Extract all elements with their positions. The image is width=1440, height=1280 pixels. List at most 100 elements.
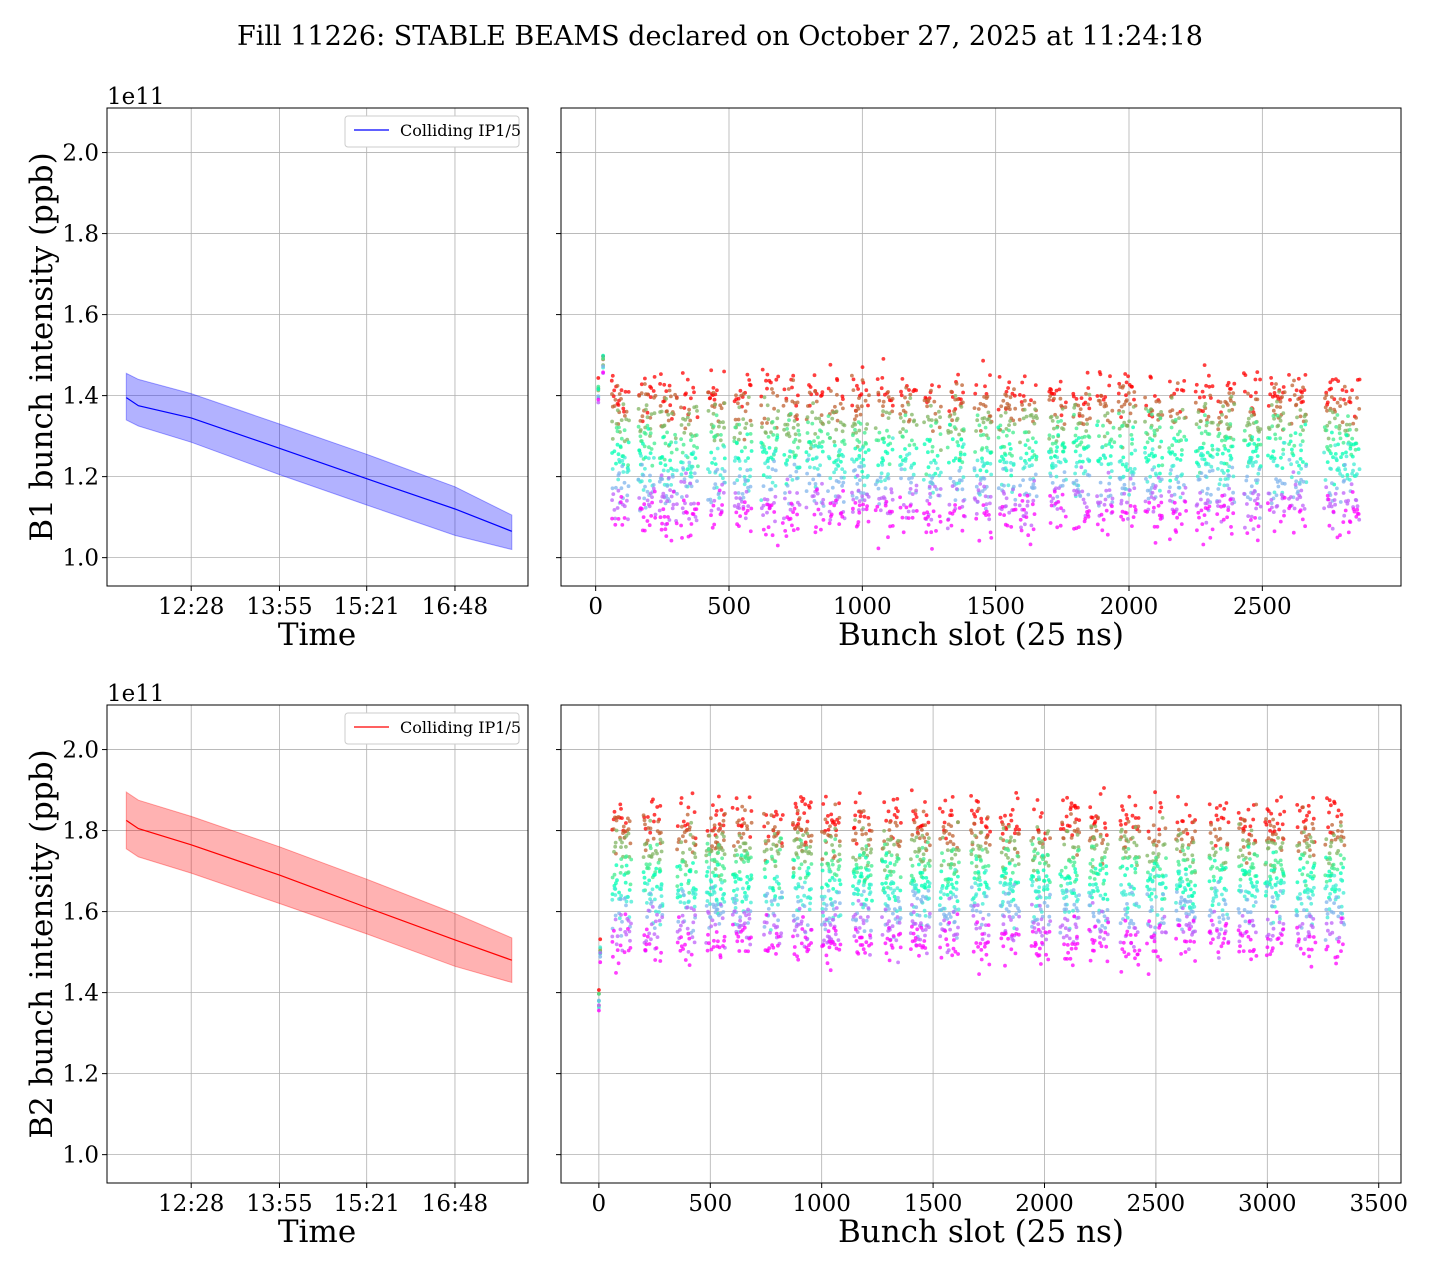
bunch-point	[782, 516, 786, 521]
bunch-point	[1272, 490, 1277, 495]
bunch-point	[1062, 470, 1067, 474]
bunch-point	[1168, 485, 1172, 490]
bunch-point	[1146, 458, 1151, 462]
bunch-point	[927, 896, 931, 901]
bunch-point	[1178, 495, 1183, 500]
bunch-point	[668, 403, 673, 408]
bunch-point	[880, 376, 885, 380]
bunch-point	[641, 515, 646, 519]
bunch-point	[1220, 451, 1225, 456]
bunch-point	[760, 421, 764, 425]
bunch-point	[951, 842, 956, 847]
bunch-point	[616, 815, 621, 819]
bunch-point	[1249, 407, 1253, 411]
bunch-point	[1182, 852, 1187, 857]
bunch-point	[898, 495, 902, 500]
bunch-point	[887, 462, 892, 467]
bunch-point	[1097, 434, 1101, 438]
bunch-point	[713, 482, 718, 486]
bunch-point	[1207, 384, 1212, 389]
bunch-point	[670, 506, 675, 511]
bunch-point	[1076, 805, 1080, 810]
bunch-point	[886, 472, 890, 477]
bunch-point	[645, 498, 650, 503]
bunch-point	[796, 393, 800, 398]
bunch-point	[933, 461, 938, 465]
bunch-point	[1049, 503, 1054, 508]
bunch-point	[622, 873, 627, 877]
bunch-point	[643, 382, 647, 386]
bunch-point	[1333, 491, 1338, 496]
b2-intensity-line	[125, 819, 513, 961]
bunch-point	[1197, 395, 1202, 400]
bunch-point	[1087, 435, 1092, 440]
bunch-point	[1348, 400, 1353, 405]
bunch-point	[709, 450, 714, 455]
bunch-point	[907, 388, 911, 392]
bunch-point	[1354, 416, 1358, 420]
bunch-point	[913, 808, 918, 813]
bunch-point	[642, 528, 647, 533]
b2-y-multiplier: 1e11	[107, 681, 165, 707]
bunch-point	[955, 416, 960, 421]
bunch-point	[695, 445, 699, 450]
bunch-point	[1042, 861, 1047, 866]
bunch-point	[891, 869, 896, 874]
bunch-point	[1043, 837, 1047, 841]
bunch-point	[837, 864, 842, 869]
bunch-point	[1031, 868, 1036, 873]
bunch-point	[1226, 448, 1231, 453]
bunch-point	[1221, 471, 1226, 475]
bunch-point	[947, 409, 952, 413]
bunch-point	[894, 859, 899, 864]
bunch-point	[1130, 835, 1135, 840]
bunch-point	[1033, 407, 1037, 412]
bunch-point	[1309, 870, 1314, 875]
bunch-point	[1123, 873, 1127, 878]
bunch-point	[1246, 514, 1251, 518]
bunch-point	[779, 836, 784, 841]
bunch-point	[866, 448, 871, 452]
bunch-point	[1197, 425, 1202, 430]
bunch-point	[834, 467, 838, 472]
bunch-point	[832, 819, 836, 824]
bunch-point	[1298, 443, 1303, 447]
bunch-point	[660, 521, 664, 526]
bunch-point	[1132, 486, 1137, 491]
bunch-point	[856, 881, 861, 886]
bunch-point	[1119, 514, 1123, 519]
bunch-point	[667, 476, 671, 480]
bunch-point	[1196, 410, 1201, 414]
bunch-point	[1146, 496, 1151, 501]
bunch-point	[1054, 486, 1058, 491]
bunch-point	[612, 872, 617, 877]
bunch-point	[766, 465, 771, 470]
bunch-point	[1341, 440, 1346, 445]
bunch-point	[1304, 841, 1309, 846]
bunch-point	[1191, 840, 1196, 845]
bunch-point	[855, 482, 860, 486]
b2-y-axis-label: B2 bunch intensity (ppb)	[24, 749, 60, 1138]
bunch-point	[988, 373, 992, 377]
bunch-point	[1021, 394, 1026, 398]
bunch-point	[1269, 403, 1274, 407]
bunch-point	[1105, 842, 1110, 847]
bunch-point	[1276, 893, 1281, 898]
bunch-point	[858, 809, 863, 814]
bunch-point	[958, 452, 963, 457]
bunch-point	[884, 818, 889, 823]
bunch-point	[1045, 883, 1050, 888]
bunch-point	[939, 470, 943, 475]
bunch-point	[689, 484, 694, 489]
bunch-point	[795, 916, 800, 921]
bunch-point	[1221, 866, 1225, 870]
bunch-point	[1102, 502, 1107, 507]
bunch-point	[733, 901, 738, 905]
bunch-point	[882, 440, 886, 445]
x-tick-label: 13:55	[246, 594, 312, 620]
bunch-point	[1164, 856, 1168, 860]
bunch-point	[704, 874, 709, 878]
bunch-point	[658, 404, 663, 408]
bunch-point	[1338, 472, 1342, 476]
bunch-point	[613, 840, 618, 845]
